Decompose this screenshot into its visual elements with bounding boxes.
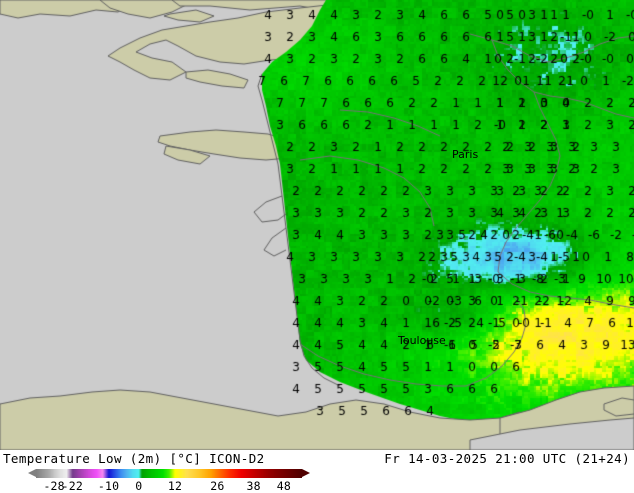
map-raster[interactable] xyxy=(0,0,634,450)
colorbar-tick-6: 38 xyxy=(246,479,261,493)
map-footer: Temperature Low (2m) [°C] ICON-D2 Fr 14-… xyxy=(0,450,634,493)
colorbar-gradient[interactable] xyxy=(36,469,302,478)
colorbar-tick-2: -10 xyxy=(97,479,120,493)
city-label-paris: Paris xyxy=(452,148,479,161)
colorbar-max-arrow xyxy=(302,469,310,477)
city-label-toulouse: Toulouse xyxy=(398,334,446,347)
colorbar[interactable]: -28 -22 -10 0 12 26 38 48 xyxy=(20,469,320,493)
colorbar-tick-1: -22 xyxy=(61,479,83,493)
colorbar-tick-7: 48 xyxy=(276,479,291,493)
map-title: Temperature Low (2m) [°C] ICON-D2 xyxy=(3,451,265,466)
colorbar-tick-3: 0 xyxy=(135,479,143,493)
colorbar-min-arrow xyxy=(28,469,36,477)
colorbar-tick-4: 12 xyxy=(167,479,183,493)
weather-map[interactable]: Paris Toulouse xyxy=(0,0,634,450)
run-timestamp: Fr 14-03-2025 21:00 UTC (21+24) xyxy=(384,451,630,466)
colorbar-tick-5: 26 xyxy=(210,479,225,493)
